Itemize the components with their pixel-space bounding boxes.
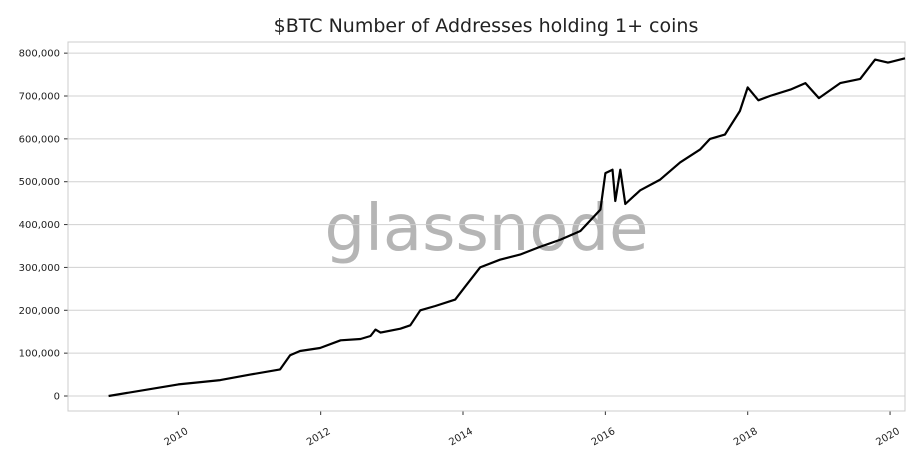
chart-title: $BTC Number of Addresses holding 1+ coin…: [274, 15, 699, 37]
y-tick-label: 300,000: [19, 263, 60, 274]
data-line: [108, 57, 906, 398]
plot-frame: [67, 41, 906, 412]
y-tick-label: 700,000: [19, 92, 60, 103]
y-tick-label: 0: [54, 392, 60, 403]
y-tick-label: 200,000: [19, 306, 60, 317]
y-tick-label: 100,000: [19, 349, 60, 360]
y-tick-label: 500,000: [19, 177, 60, 188]
y-tick-label: 600,000: [19, 134, 60, 145]
y-tick-label: 400,000: [19, 220, 60, 231]
watermark: glassnode: [324, 192, 648, 266]
y-tick-label: 800,000: [19, 49, 60, 60]
